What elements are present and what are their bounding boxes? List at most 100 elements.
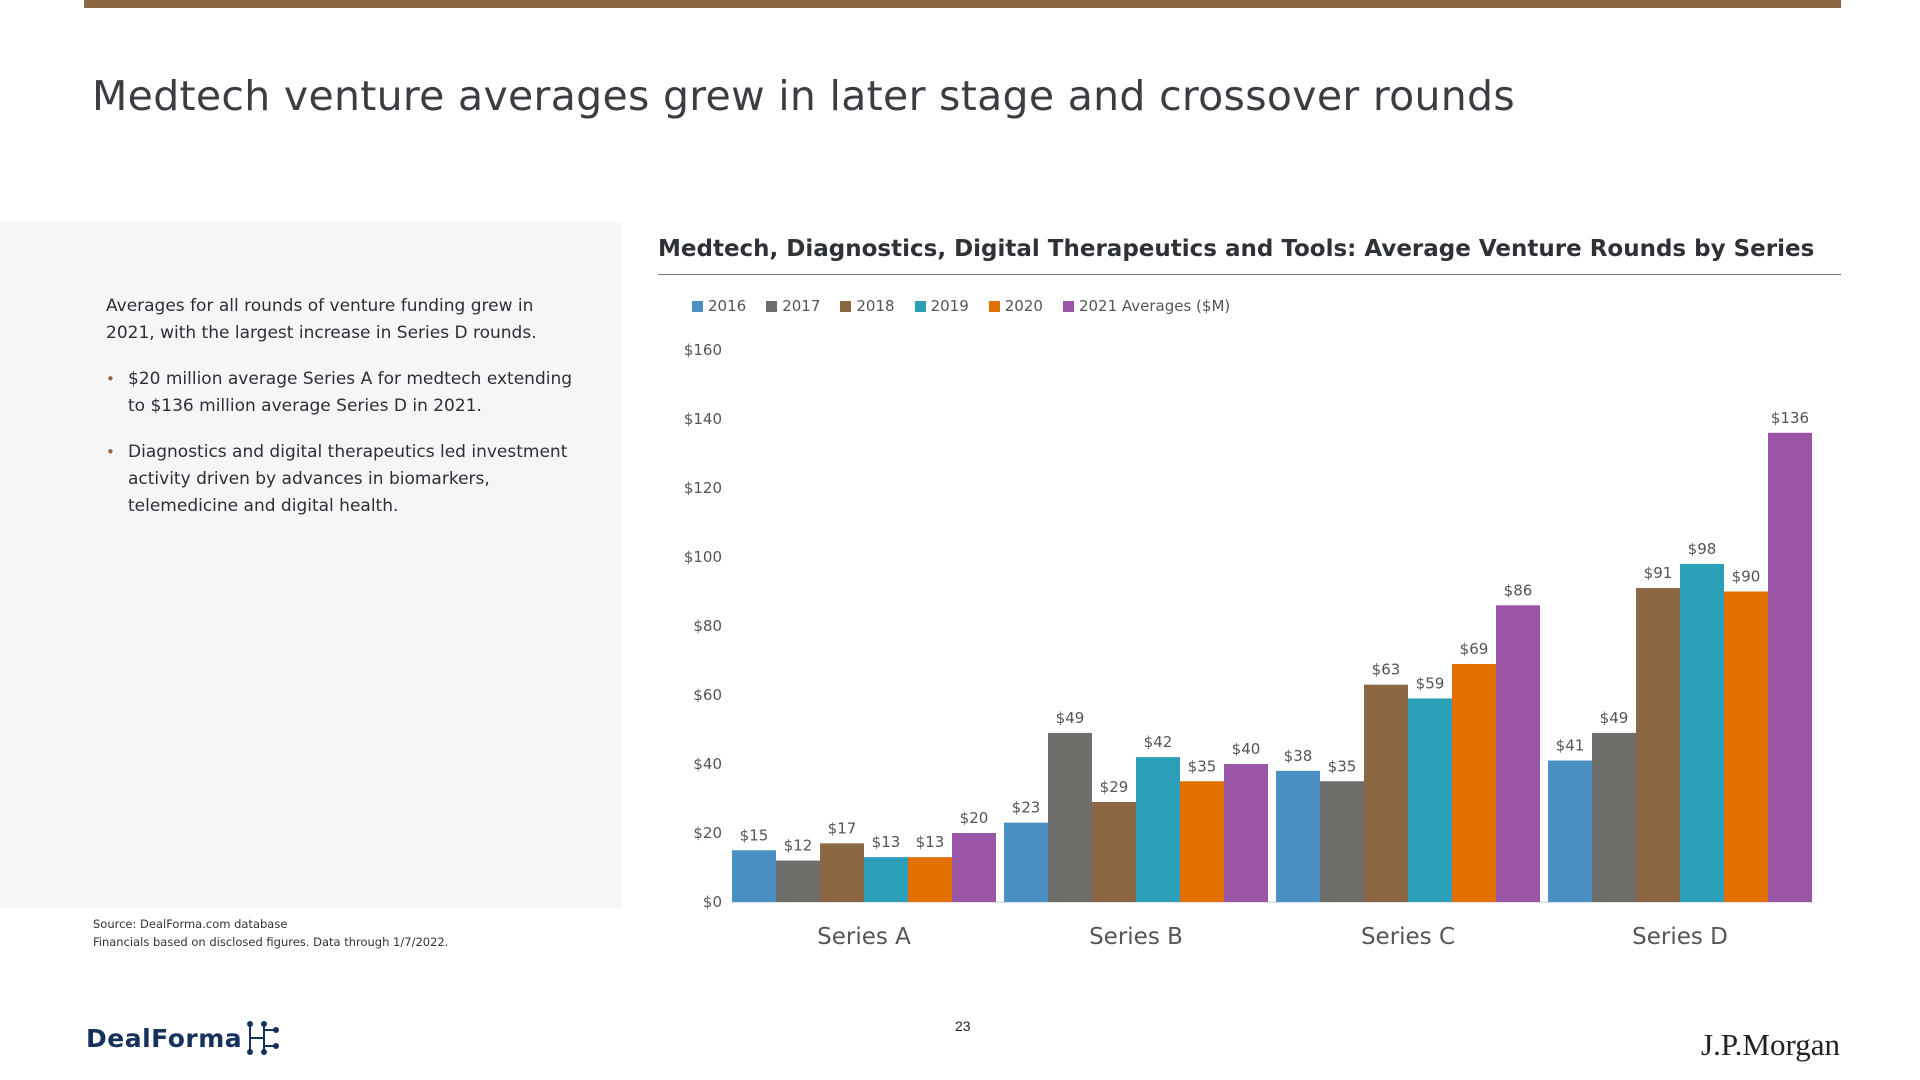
legend-swatch bbox=[988, 300, 1000, 312]
summary-bullets: • $20 million average Series A for medte… bbox=[106, 366, 576, 539]
legend-swatch bbox=[1062, 300, 1074, 312]
bar-value-label: $86 bbox=[1504, 581, 1533, 599]
bar bbox=[1092, 801, 1136, 902]
y-tick-label: $140 bbox=[684, 410, 722, 428]
bar-value-label: $17 bbox=[828, 819, 857, 837]
source-line: Financials based on disclosed figures. D… bbox=[93, 935, 449, 949]
dealforma-logo: DealForma bbox=[86, 1018, 282, 1058]
legend-swatch bbox=[914, 300, 926, 312]
bar bbox=[1592, 732, 1636, 902]
bar-value-label: $49 bbox=[1600, 709, 1629, 727]
bar-value-label: $90 bbox=[1732, 568, 1761, 586]
legend-swatch bbox=[766, 300, 778, 312]
bar-value-label: $13 bbox=[872, 833, 901, 851]
bar bbox=[1276, 770, 1320, 902]
bar bbox=[1724, 591, 1768, 902]
summary-bullet: • $20 million average Series A for medte… bbox=[106, 366, 576, 420]
legend-item: 2020 bbox=[988, 297, 1043, 315]
legend-item: 2019 bbox=[914, 297, 969, 315]
legend-label: 2016 bbox=[708, 297, 747, 315]
legend-swatch bbox=[692, 300, 703, 312]
page-title: Medtech venture averages grew in later s… bbox=[92, 72, 1516, 120]
summary-bullet-text: $20 million average Series A for medtech… bbox=[128, 369, 573, 416]
y-tick-label: $160 bbox=[684, 341, 722, 359]
bar-value-label: $35 bbox=[1328, 757, 1357, 775]
bar-chart: $0 $20 $40 $60 $80 $100 $120 $140 $160 $15 $12 $17 $… bbox=[684, 341, 1812, 950]
source-line: Source: DealForma.com database bbox=[93, 917, 288, 931]
legend-item: 2018 bbox=[840, 297, 895, 315]
bar bbox=[1548, 760, 1592, 902]
bar bbox=[1636, 588, 1680, 902]
x-category-label: Series A bbox=[817, 924, 911, 950]
bar-value-label: $136 bbox=[1771, 409, 1809, 427]
y-tick-label: $40 bbox=[693, 755, 722, 773]
bar bbox=[1680, 563, 1724, 902]
chart-legend: 2016 2017 2018 2019 2020 2021 Averages (… bbox=[692, 297, 1230, 315]
x-category-label: Series C bbox=[1361, 924, 1455, 950]
bar-value-label: $42 bbox=[1144, 733, 1173, 751]
legend-label: 2017 bbox=[782, 297, 821, 315]
bar-value-label: $20 bbox=[960, 809, 989, 827]
x-category-label: Series D bbox=[1632, 924, 1728, 950]
legend-item: 2017 bbox=[766, 297, 820, 315]
bar bbox=[1364, 684, 1408, 902]
jpmorgan-logo: J.P.Morgan bbox=[1701, 1027, 1840, 1062]
network-node-icon bbox=[247, 1021, 280, 1055]
chart-title-rule bbox=[658, 274, 1841, 275]
legend-label: 2019 bbox=[930, 297, 969, 315]
bar bbox=[776, 860, 820, 902]
summary-bullet-text: Diagnostics and digital therapeutics led… bbox=[128, 442, 568, 516]
y-tick-label: $80 bbox=[693, 617, 722, 635]
bar bbox=[1452, 663, 1496, 902]
legend-swatch bbox=[840, 300, 852, 312]
legend-label: 2018 bbox=[856, 297, 895, 315]
bar-value-label: $29 bbox=[1100, 778, 1129, 796]
legend-item: 2021 Averages ($M) bbox=[1062, 297, 1231, 315]
bar bbox=[1048, 732, 1092, 902]
bar-value-label: $91 bbox=[1644, 564, 1673, 582]
bar bbox=[1004, 822, 1048, 902]
y-tick-label: $120 bbox=[684, 479, 722, 497]
bar-value-label: $41 bbox=[1556, 737, 1585, 755]
bar-value-label: $35 bbox=[1188, 757, 1217, 775]
bar bbox=[908, 857, 952, 902]
y-tick-label: $60 bbox=[693, 686, 722, 704]
bar bbox=[1180, 781, 1224, 902]
summary-intro: Averages for all rounds of venture fundi… bbox=[106, 296, 537, 343]
bar bbox=[1320, 781, 1364, 902]
bar bbox=[820, 843, 864, 902]
legend-label: 2020 bbox=[1004, 297, 1043, 315]
bar-value-label: $15 bbox=[740, 826, 769, 844]
x-category-label: Series B bbox=[1089, 924, 1183, 950]
chart-title: Medtech, Diagnostics, Digital Therapeuti… bbox=[658, 236, 1815, 262]
bar-value-label: $12 bbox=[784, 837, 813, 855]
legend-label: 2021 Averages ($M) bbox=[1078, 297, 1231, 315]
bar bbox=[864, 857, 908, 902]
bar-value-label: $38 bbox=[1284, 747, 1313, 765]
bar-value-label: $59 bbox=[1416, 674, 1445, 692]
bar bbox=[732, 850, 776, 902]
bullet-dot-icon: • bbox=[106, 370, 115, 388]
bar-value-label: $69 bbox=[1460, 640, 1489, 658]
dealforma-logo-text: DealForma bbox=[86, 1023, 243, 1053]
bar bbox=[1224, 764, 1268, 902]
legend-item: 2016 bbox=[692, 297, 746, 315]
bar-value-label: $49 bbox=[1056, 709, 1085, 727]
summary-bullet: • Diagnostics and digital therapeutics l… bbox=[106, 439, 576, 520]
bar bbox=[1496, 605, 1540, 902]
source-note: Source: DealForma.com database Financial… bbox=[93, 915, 448, 951]
y-tick-label: $100 bbox=[684, 548, 722, 566]
bar bbox=[1136, 757, 1180, 902]
bar bbox=[952, 833, 996, 902]
y-tick-label: $20 bbox=[693, 824, 722, 842]
top-accent-bar bbox=[84, 0, 1841, 8]
bullet-dot-icon: • bbox=[106, 443, 115, 461]
page-number: 23 bbox=[955, 1018, 971, 1034]
bar-value-label: $63 bbox=[1372, 661, 1401, 679]
bar-value-label: $40 bbox=[1232, 740, 1261, 758]
bar bbox=[1408, 698, 1452, 902]
summary-panel bbox=[0, 222, 622, 908]
bar bbox=[1768, 432, 1812, 902]
bar-value-label: $13 bbox=[916, 833, 945, 851]
bar-value-label: $23 bbox=[1012, 799, 1041, 817]
